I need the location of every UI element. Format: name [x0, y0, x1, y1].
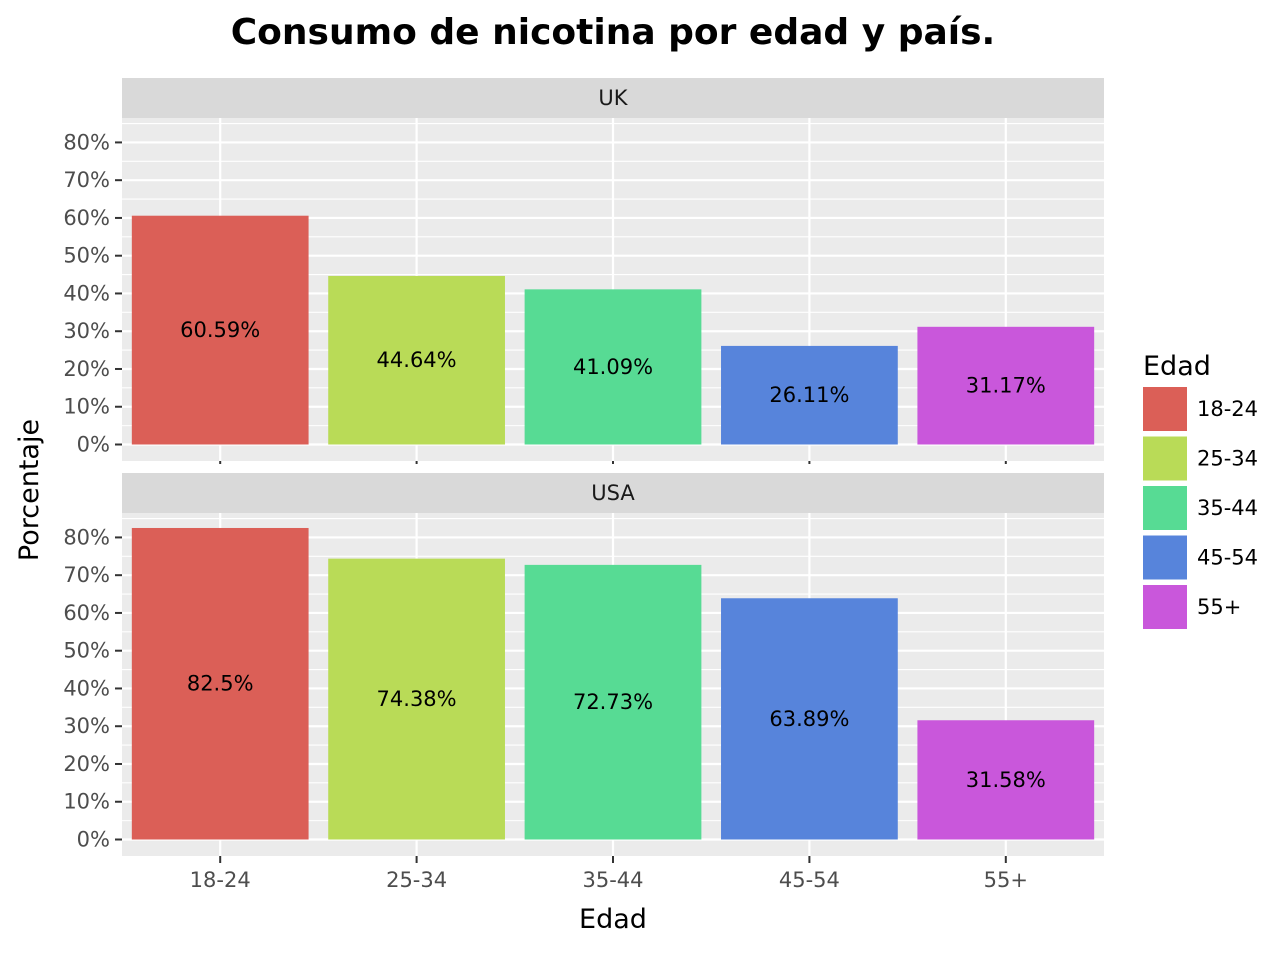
bar-UK-18-24 — [131, 215, 309, 445]
bar-value-label: 31.58% — [966, 768, 1046, 792]
y-tick-label: 40% — [63, 281, 110, 305]
bar-USA-25-34 — [328, 558, 505, 840]
bar-value-label: 41.09% — [573, 355, 653, 379]
bar-UK-25-34 — [328, 275, 505, 445]
bar-value-label: 82.5% — [187, 672, 254, 696]
chart-title: Consumo de nicotina por edad y país. — [231, 12, 995, 53]
x-tick-label: 25-34 — [386, 868, 447, 892]
x-axis-title: Edad — [579, 904, 647, 935]
bar-value-label: 60.59% — [180, 318, 260, 342]
x-tick-label: 35-44 — [582, 868, 643, 892]
y-tick-label: 10% — [63, 790, 110, 814]
facet-panel-1: USA 0% 10% 20% 30% 40% 50% 60% 70% 80% 82.5% 74.38%… — [63, 473, 1104, 856]
facet-panel-0: UK 0% 10% 20% 30% 40% 50% 60% 70% 80% 60.59% 44.64%… — [63, 78, 1104, 461]
legend-label: 55+ — [1197, 595, 1241, 619]
bar-value-label: 63.89% — [769, 707, 849, 731]
y-tick-label: 30% — [63, 319, 110, 343]
y-tick-label: 0% — [77, 828, 110, 852]
legend-swatch — [1143, 436, 1187, 481]
x-axis: 18-24 25-34 35-44 45-54 55+ — [190, 461, 1028, 892]
legend-swatch — [1143, 535, 1187, 580]
facet-strip — [122, 78, 1104, 118]
bar-UK-55+ — [917, 326, 1095, 445]
y-axis-title: Porcentaje — [14, 419, 45, 561]
y-tick-label: 20% — [63, 357, 110, 381]
y-tick-label: 60% — [63, 601, 110, 625]
bar-USA-45-54 — [721, 598, 898, 840]
legend-swatch — [1143, 486, 1187, 530]
y-tick-label: 80% — [63, 130, 110, 154]
y-tick-label: 70% — [63, 563, 110, 587]
legend-title: Edad — [1143, 351, 1211, 382]
legend-swatch — [1143, 585, 1187, 629]
facet-strip-label: UK — [598, 86, 628, 110]
y-tick-label: 80% — [63, 525, 110, 549]
x-tick-label: 18-24 — [190, 868, 251, 892]
bar-USA-55+ — [917, 720, 1095, 840]
bar-value-label: 72.73% — [573, 690, 653, 714]
y-tick-label: 20% — [63, 752, 110, 776]
y-tick-label: 40% — [63, 676, 110, 700]
bar-value-label: 44.64% — [377, 348, 457, 372]
bar-UK-45-54 — [721, 345, 898, 445]
bar-value-label: 74.38% — [377, 687, 457, 711]
legend-label: 35-44 — [1197, 496, 1258, 520]
facet-strip — [122, 473, 1104, 513]
bar-USA-35-44 — [524, 564, 702, 840]
y-tick-label: 60% — [63, 206, 110, 230]
bar-value-label: 26.11% — [769, 383, 849, 407]
bar-USA-18-24 — [131, 527, 309, 840]
legend-label: 45-54 — [1197, 546, 1258, 570]
legend-label: 25-34 — [1197, 447, 1258, 471]
bar-UK-35-44 — [524, 289, 702, 445]
y-tick-label: 70% — [63, 168, 110, 192]
facet-strip-label: USA — [591, 481, 635, 505]
x-tick-label: 45-54 — [779, 868, 840, 892]
bar-value-label: 31.17% — [966, 374, 1046, 398]
y-tick-label: 30% — [63, 714, 110, 738]
y-tick-label: 10% — [63, 395, 110, 419]
y-tick-label: 50% — [63, 639, 110, 663]
y-tick-label: 50% — [63, 244, 110, 268]
y-tick-label: 0% — [77, 433, 110, 457]
facet-panels: UK 0% 10% 20% 30% 40% 50% 60% 70% 80% 60.59% 44.64%… — [63, 78, 1104, 856]
legend: Edad 18-24 25-34 35-44 45-54 55+ — [1143, 351, 1258, 629]
x-tick-label: 55+ — [984, 868, 1028, 892]
legend-label: 18-24 — [1197, 397, 1258, 421]
legend-swatch — [1143, 387, 1187, 431]
